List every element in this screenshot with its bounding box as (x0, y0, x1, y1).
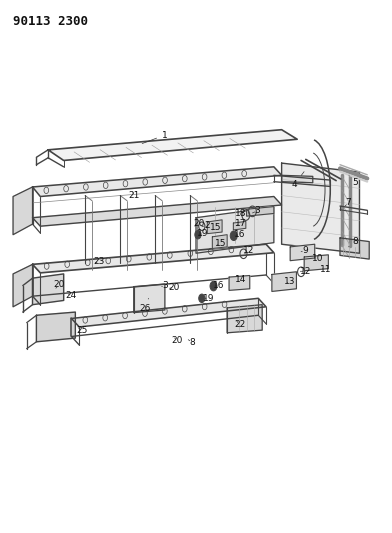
Text: 21: 21 (129, 191, 140, 200)
Polygon shape (33, 274, 64, 305)
Text: 9: 9 (301, 246, 308, 255)
Text: 20: 20 (172, 336, 183, 345)
Polygon shape (227, 305, 262, 333)
Polygon shape (290, 244, 315, 261)
Text: 8: 8 (348, 237, 358, 247)
Polygon shape (71, 298, 266, 327)
Text: 20: 20 (193, 219, 205, 228)
Text: 4: 4 (291, 172, 304, 189)
Text: 15: 15 (215, 239, 226, 248)
Circle shape (210, 281, 217, 291)
Text: 24: 24 (66, 291, 77, 300)
Polygon shape (233, 221, 246, 230)
Text: 19: 19 (203, 294, 214, 303)
Circle shape (195, 230, 201, 239)
Text: 22: 22 (234, 320, 245, 329)
Polygon shape (272, 272, 296, 292)
Text: 3: 3 (252, 206, 260, 215)
Polygon shape (48, 130, 297, 160)
Circle shape (199, 294, 205, 303)
Polygon shape (229, 276, 250, 290)
Circle shape (230, 231, 237, 240)
Text: 13: 13 (285, 277, 296, 286)
Text: 11: 11 (319, 265, 331, 274)
Text: 12: 12 (243, 246, 254, 255)
Text: 16: 16 (213, 280, 224, 289)
Text: 3: 3 (162, 280, 168, 289)
Polygon shape (207, 220, 222, 233)
Polygon shape (212, 235, 227, 248)
Polygon shape (196, 207, 274, 253)
Polygon shape (33, 167, 281, 197)
Polygon shape (281, 175, 313, 183)
Text: 14: 14 (235, 274, 246, 284)
Polygon shape (134, 284, 165, 313)
Polygon shape (13, 187, 33, 235)
Polygon shape (281, 163, 359, 253)
Text: 16: 16 (234, 230, 245, 239)
Text: 12: 12 (300, 267, 312, 276)
Text: 25: 25 (77, 326, 88, 335)
Text: 5: 5 (349, 175, 358, 187)
Text: 26: 26 (139, 298, 150, 313)
Text: 1: 1 (142, 131, 168, 143)
Text: 17: 17 (235, 219, 246, 228)
Text: 8: 8 (188, 338, 195, 347)
Text: 10: 10 (312, 254, 323, 263)
Text: 7: 7 (345, 198, 352, 207)
Polygon shape (340, 238, 369, 259)
Text: 90113 2300: 90113 2300 (13, 14, 88, 28)
Text: 19: 19 (197, 229, 209, 238)
Polygon shape (33, 197, 281, 226)
Polygon shape (36, 312, 75, 342)
Text: 15: 15 (210, 223, 221, 232)
Text: 18: 18 (235, 209, 246, 218)
Polygon shape (247, 207, 274, 216)
Text: 23: 23 (94, 257, 105, 265)
Polygon shape (13, 264, 33, 307)
Polygon shape (33, 244, 274, 273)
Text: 20: 20 (53, 280, 65, 289)
Text: 2: 2 (202, 221, 210, 230)
Polygon shape (304, 255, 328, 271)
Text: 20: 20 (169, 282, 180, 292)
